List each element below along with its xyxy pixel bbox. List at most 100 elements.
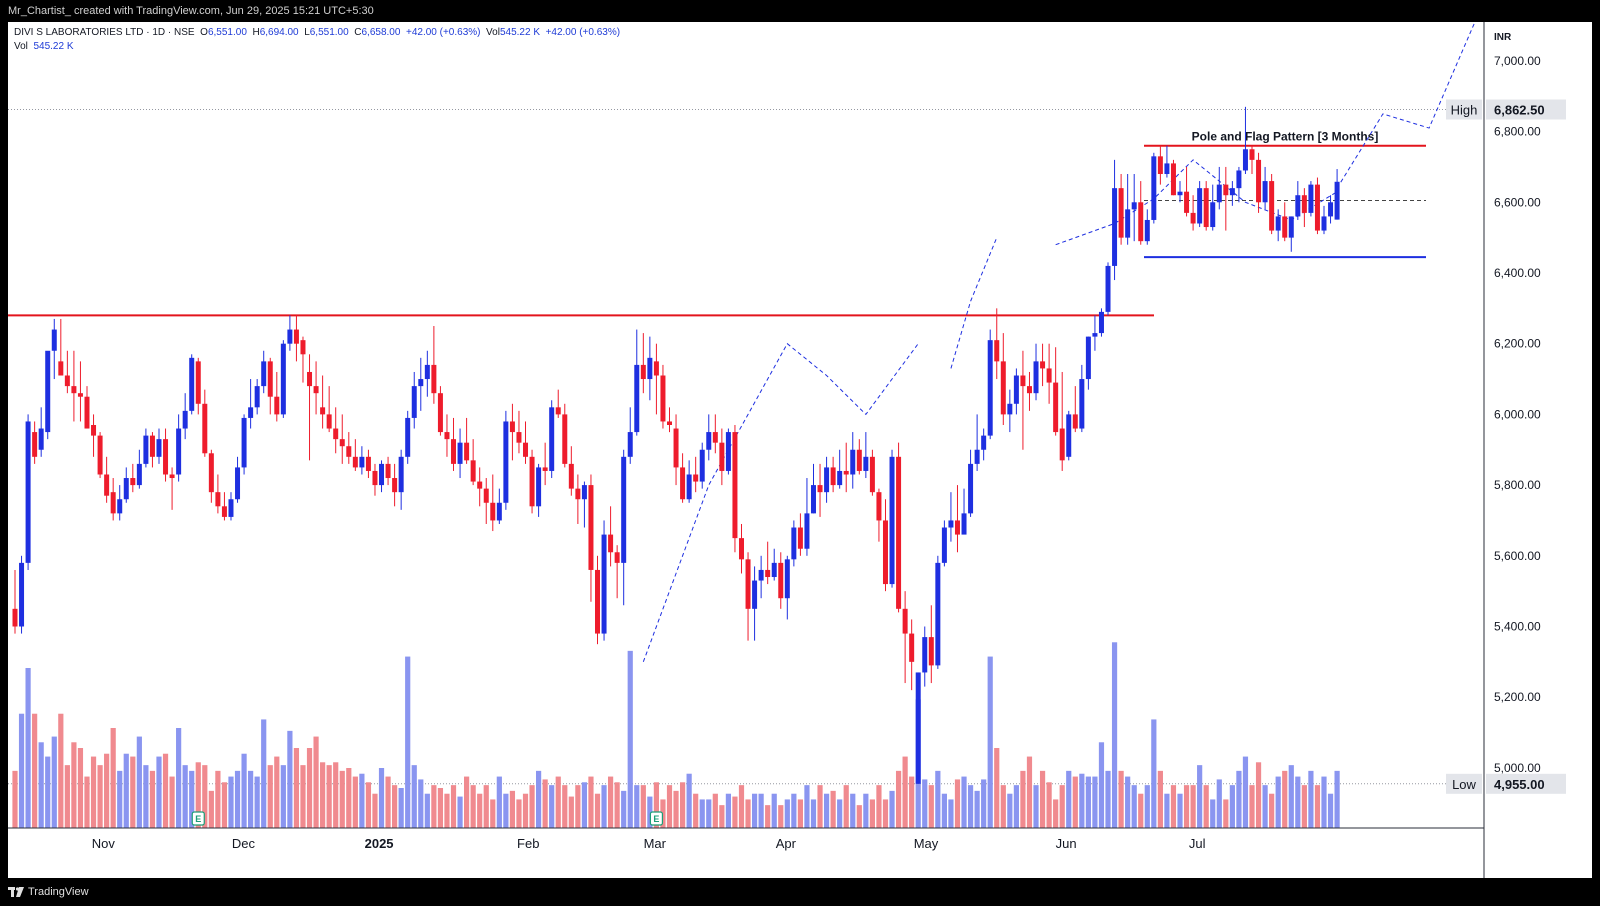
volume-bar (1334, 770, 1340, 828)
volume-bar (1295, 776, 1301, 828)
candle-body (922, 637, 928, 673)
volume-bar (1013, 785, 1019, 828)
volume-bar (450, 785, 457, 828)
volume-bar (405, 656, 411, 828)
candle (863, 432, 869, 479)
volume-bar (1111, 642, 1118, 828)
volume-bar (575, 785, 581, 828)
volume-bar (378, 768, 385, 828)
volume-bar (1236, 770, 1242, 828)
candle (228, 492, 234, 521)
tradingview-logo[interactable]: TradingView (8, 878, 89, 906)
candle-body (935, 562, 941, 666)
candle (935, 555, 941, 669)
pole-dashed-line (642, 342, 919, 663)
candle (614, 545, 620, 599)
volume-bar (45, 756, 51, 828)
candle-body (1328, 202, 1334, 217)
candle (725, 428, 731, 475)
volume-bar (176, 728, 182, 828)
volume-bar (267, 765, 273, 828)
candle (293, 315, 299, 362)
volume-bar (38, 742, 44, 828)
candle-body (575, 488, 581, 500)
candle-body (136, 463, 142, 486)
y-tick-label: 5,000.00 (1494, 761, 1541, 775)
volume-bar (627, 650, 633, 828)
volume-bar (385, 776, 391, 828)
candle (536, 463, 542, 517)
candle-body (182, 410, 188, 429)
candle-body (882, 520, 888, 585)
candle-body (1059, 428, 1065, 461)
candle (1295, 181, 1301, 220)
x-tick-label: Jun (1056, 836, 1077, 851)
candle-body (241, 417, 247, 468)
volume-bar (136, 736, 142, 828)
volume-bar (673, 790, 679, 828)
candle-body (352, 456, 358, 468)
candle-body (228, 499, 234, 517)
x-tick-label: Feb (517, 836, 539, 851)
candle-body (104, 474, 110, 496)
candle (1262, 166, 1268, 210)
candle-body (169, 474, 175, 479)
volume-bar (1118, 770, 1124, 828)
candle-body (1249, 149, 1255, 160)
volume-bar (967, 785, 974, 828)
change-value: +42.00 (+0.63%) (405, 27, 481, 38)
volume-bar (994, 748, 1000, 828)
candle-body (274, 396, 280, 415)
candle-body (1040, 361, 1046, 369)
price-chart[interactable]: Pole and Flag Pattern [3 Months] E E INR 5,… (8, 22, 1592, 878)
candle-body (313, 386, 319, 394)
candle-body (1131, 202, 1137, 210)
volume-bar (850, 793, 856, 828)
candle (1131, 174, 1137, 242)
candle-body (326, 414, 332, 429)
candle (954, 485, 960, 553)
candle (1288, 216, 1294, 252)
volume-bar (1203, 785, 1209, 828)
volume-bar (719, 805, 725, 828)
candle-body (549, 407, 555, 471)
candle-body (235, 467, 241, 500)
candle-body (784, 559, 790, 599)
candle-body (1138, 202, 1144, 242)
candle (640, 333, 646, 394)
volume-bar (1125, 776, 1131, 828)
candle-body (621, 456, 627, 563)
candle-body (634, 364, 640, 433)
candle (1046, 343, 1052, 404)
candle (922, 626, 928, 687)
volume-bar (333, 762, 339, 828)
close-value: 6,658.00 (361, 27, 401, 38)
candle-body (1242, 149, 1248, 171)
volume-bar (588, 776, 594, 828)
candle-body (1072, 414, 1078, 429)
volume-bar (1229, 785, 1235, 828)
candle (117, 485, 123, 521)
candle (647, 336, 653, 401)
candle (110, 478, 116, 521)
candle-body (45, 350, 51, 433)
candle-body (850, 449, 856, 475)
candle-body (176, 428, 182, 475)
volume-bar (110, 728, 116, 828)
candle (77, 361, 83, 422)
candle-body (19, 562, 25, 627)
candle (1321, 205, 1327, 235)
candle (1170, 159, 1176, 196)
candle (627, 407, 633, 464)
candle (509, 403, 515, 461)
candle-body (771, 562, 777, 578)
volume-bar (1026, 756, 1033, 828)
candle (1066, 410, 1072, 461)
brand-name: TradingView (28, 886, 89, 898)
chart-panel[interactable]: Pole and Flag Pattern [3 Months] E E INR 5,… (8, 22, 1592, 878)
candle-body (863, 456, 869, 471)
x-tick-label: Mar (644, 836, 667, 851)
volume-bar (712, 793, 718, 828)
candle (843, 442, 849, 493)
candle-body (536, 467, 542, 507)
